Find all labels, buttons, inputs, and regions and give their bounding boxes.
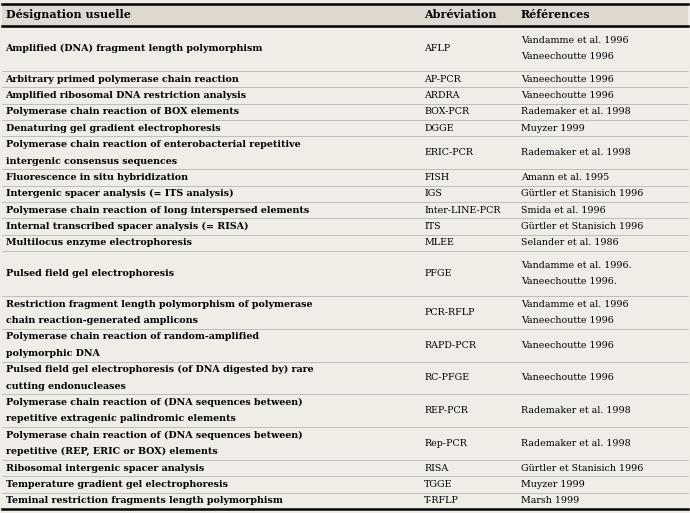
Text: TGGE: TGGE xyxy=(424,480,453,489)
Text: Vandamme et al. 1996: Vandamme et al. 1996 xyxy=(521,36,629,45)
Text: Vaneechoutte 1996: Vaneechoutte 1996 xyxy=(521,316,614,325)
Text: AFLP: AFLP xyxy=(424,44,451,53)
Text: Rademaker et al. 1998: Rademaker et al. 1998 xyxy=(521,148,631,157)
Text: Vaneechoutte 1996: Vaneechoutte 1996 xyxy=(521,74,614,84)
Text: DGGE: DGGE xyxy=(424,124,454,133)
Text: Denaturing gel gradient electrophoresis: Denaturing gel gradient electrophoresis xyxy=(6,124,220,133)
Text: REP-PCR: REP-PCR xyxy=(424,406,469,415)
Text: T-RFLP: T-RFLP xyxy=(424,496,460,505)
Text: Internal transcribed spacer analysis (= RISA): Internal transcribed spacer analysis (= … xyxy=(6,222,248,231)
Text: Selander et al. 1986: Selander et al. 1986 xyxy=(521,239,618,247)
Text: Fluorescence in situ hybridization: Fluorescence in situ hybridization xyxy=(6,173,188,182)
Text: IGS: IGS xyxy=(424,189,442,199)
Text: AP-PCR: AP-PCR xyxy=(424,74,461,84)
Text: ARDRA: ARDRA xyxy=(424,91,460,100)
Text: RISA: RISA xyxy=(424,464,448,472)
Text: polymorphic DNA: polymorphic DNA xyxy=(6,349,99,358)
Text: Rademaker et al. 1998: Rademaker et al. 1998 xyxy=(521,107,631,116)
Text: Polymerase chain reaction of (DNA sequences between): Polymerase chain reaction of (DNA sequen… xyxy=(6,431,302,440)
Text: FISH: FISH xyxy=(424,173,449,182)
Text: Restriction fragment length polymorphism of polymerase: Restriction fragment length polymorphism… xyxy=(6,300,312,309)
Text: MLEE: MLEE xyxy=(424,239,454,247)
Text: Temperature gradient gel electrophoresis: Temperature gradient gel electrophoresis xyxy=(6,480,228,489)
Text: Gürtler et Stanisich 1996: Gürtler et Stanisich 1996 xyxy=(521,222,643,231)
Text: repetitive extragenic palindromic elements: repetitive extragenic palindromic elemen… xyxy=(6,415,235,423)
Text: repetitive (REP, ERIC or BOX) elements: repetitive (REP, ERIC or BOX) elements xyxy=(6,447,217,456)
Text: Abréviation: Abréviation xyxy=(424,10,497,21)
Text: Polymerase chain reaction of BOX elements: Polymerase chain reaction of BOX element… xyxy=(6,107,239,116)
Text: Pulsed field gel electrophoresis (of DNA digested by) rare: Pulsed field gel electrophoresis (of DNA… xyxy=(6,365,313,374)
Text: Polymerase chain reaction of random-amplified: Polymerase chain reaction of random-ampl… xyxy=(6,332,259,342)
Text: Vaneechoutte 1996: Vaneechoutte 1996 xyxy=(521,52,614,61)
Text: Teminal restriction fragments length polymorphism: Teminal restriction fragments length pol… xyxy=(6,496,282,505)
Text: Références: Références xyxy=(521,10,591,21)
Text: PFGE: PFGE xyxy=(424,269,452,278)
Text: Polymerase chain reaction of long interspersed elements: Polymerase chain reaction of long inters… xyxy=(6,206,308,214)
Text: Inter-LINE-PCR: Inter-LINE-PCR xyxy=(424,206,501,214)
Text: Polymerase chain reaction of (DNA sequences between): Polymerase chain reaction of (DNA sequen… xyxy=(6,398,302,407)
Bar xyxy=(2,4,688,26)
Text: Amplified ribosomal DNA restriction analysis: Amplified ribosomal DNA restriction anal… xyxy=(6,91,246,100)
Text: Muyzer 1999: Muyzer 1999 xyxy=(521,480,584,489)
Text: Gürtler et Stanisich 1996: Gürtler et Stanisich 1996 xyxy=(521,189,643,199)
Text: Marsh 1999: Marsh 1999 xyxy=(521,496,579,505)
Text: PCR-RFLP: PCR-RFLP xyxy=(424,308,475,317)
Text: ERIC-PCR: ERIC-PCR xyxy=(424,148,473,157)
Text: Vaneechoutte 1996: Vaneechoutte 1996 xyxy=(521,341,614,350)
Text: Vaneechoutte 1996.: Vaneechoutte 1996. xyxy=(521,277,617,286)
Text: Vaneechoutte 1996: Vaneechoutte 1996 xyxy=(521,373,614,382)
Text: Rademaker et al. 1998: Rademaker et al. 1998 xyxy=(521,439,631,448)
Text: BOX-PCR: BOX-PCR xyxy=(424,107,469,116)
Text: Smida et al. 1996: Smida et al. 1996 xyxy=(521,206,606,214)
Text: Vandamme et al. 1996.: Vandamme et al. 1996. xyxy=(521,261,631,270)
Text: RC-PFGE: RC-PFGE xyxy=(424,373,469,382)
Text: Pulsed field gel electrophoresis: Pulsed field gel electrophoresis xyxy=(6,269,174,278)
Text: Vaneechoutte 1996: Vaneechoutte 1996 xyxy=(521,91,614,100)
Text: Désignation usuelle: Désignation usuelle xyxy=(6,10,130,21)
Text: ITS: ITS xyxy=(424,222,441,231)
Text: Amann et al. 1995: Amann et al. 1995 xyxy=(521,173,609,182)
Text: intergenic consensus sequences: intergenic consensus sequences xyxy=(6,156,177,166)
Text: Vandamme et al. 1996: Vandamme et al. 1996 xyxy=(521,300,629,309)
Text: Polymerase chain reaction of enterobacterial repetitive: Polymerase chain reaction of enterobacte… xyxy=(6,140,300,149)
Text: Multilocus enzyme electrophoresis: Multilocus enzyme electrophoresis xyxy=(6,239,192,247)
Text: Muyzer 1999: Muyzer 1999 xyxy=(521,124,584,133)
Text: Rademaker et al. 1998: Rademaker et al. 1998 xyxy=(521,406,631,415)
Text: cutting endonucleases: cutting endonucleases xyxy=(6,382,126,390)
Text: Rep-PCR: Rep-PCR xyxy=(424,439,467,448)
Text: Amplified (DNA) fragment length polymorphism: Amplified (DNA) fragment length polymorp… xyxy=(6,44,263,53)
Text: Ribosomal intergenic spacer analysis: Ribosomal intergenic spacer analysis xyxy=(6,464,204,472)
Text: Arbitrary primed polymerase chain reaction: Arbitrary primed polymerase chain reacti… xyxy=(6,74,239,84)
Text: Intergenic spacer analysis (= ITS analysis): Intergenic spacer analysis (= ITS analys… xyxy=(6,189,233,199)
Text: RAPD-PCR: RAPD-PCR xyxy=(424,341,476,350)
Text: Gürtler et Stanisich 1996: Gürtler et Stanisich 1996 xyxy=(521,464,643,472)
Text: chain reaction-generated amplicons: chain reaction-generated amplicons xyxy=(6,316,197,325)
